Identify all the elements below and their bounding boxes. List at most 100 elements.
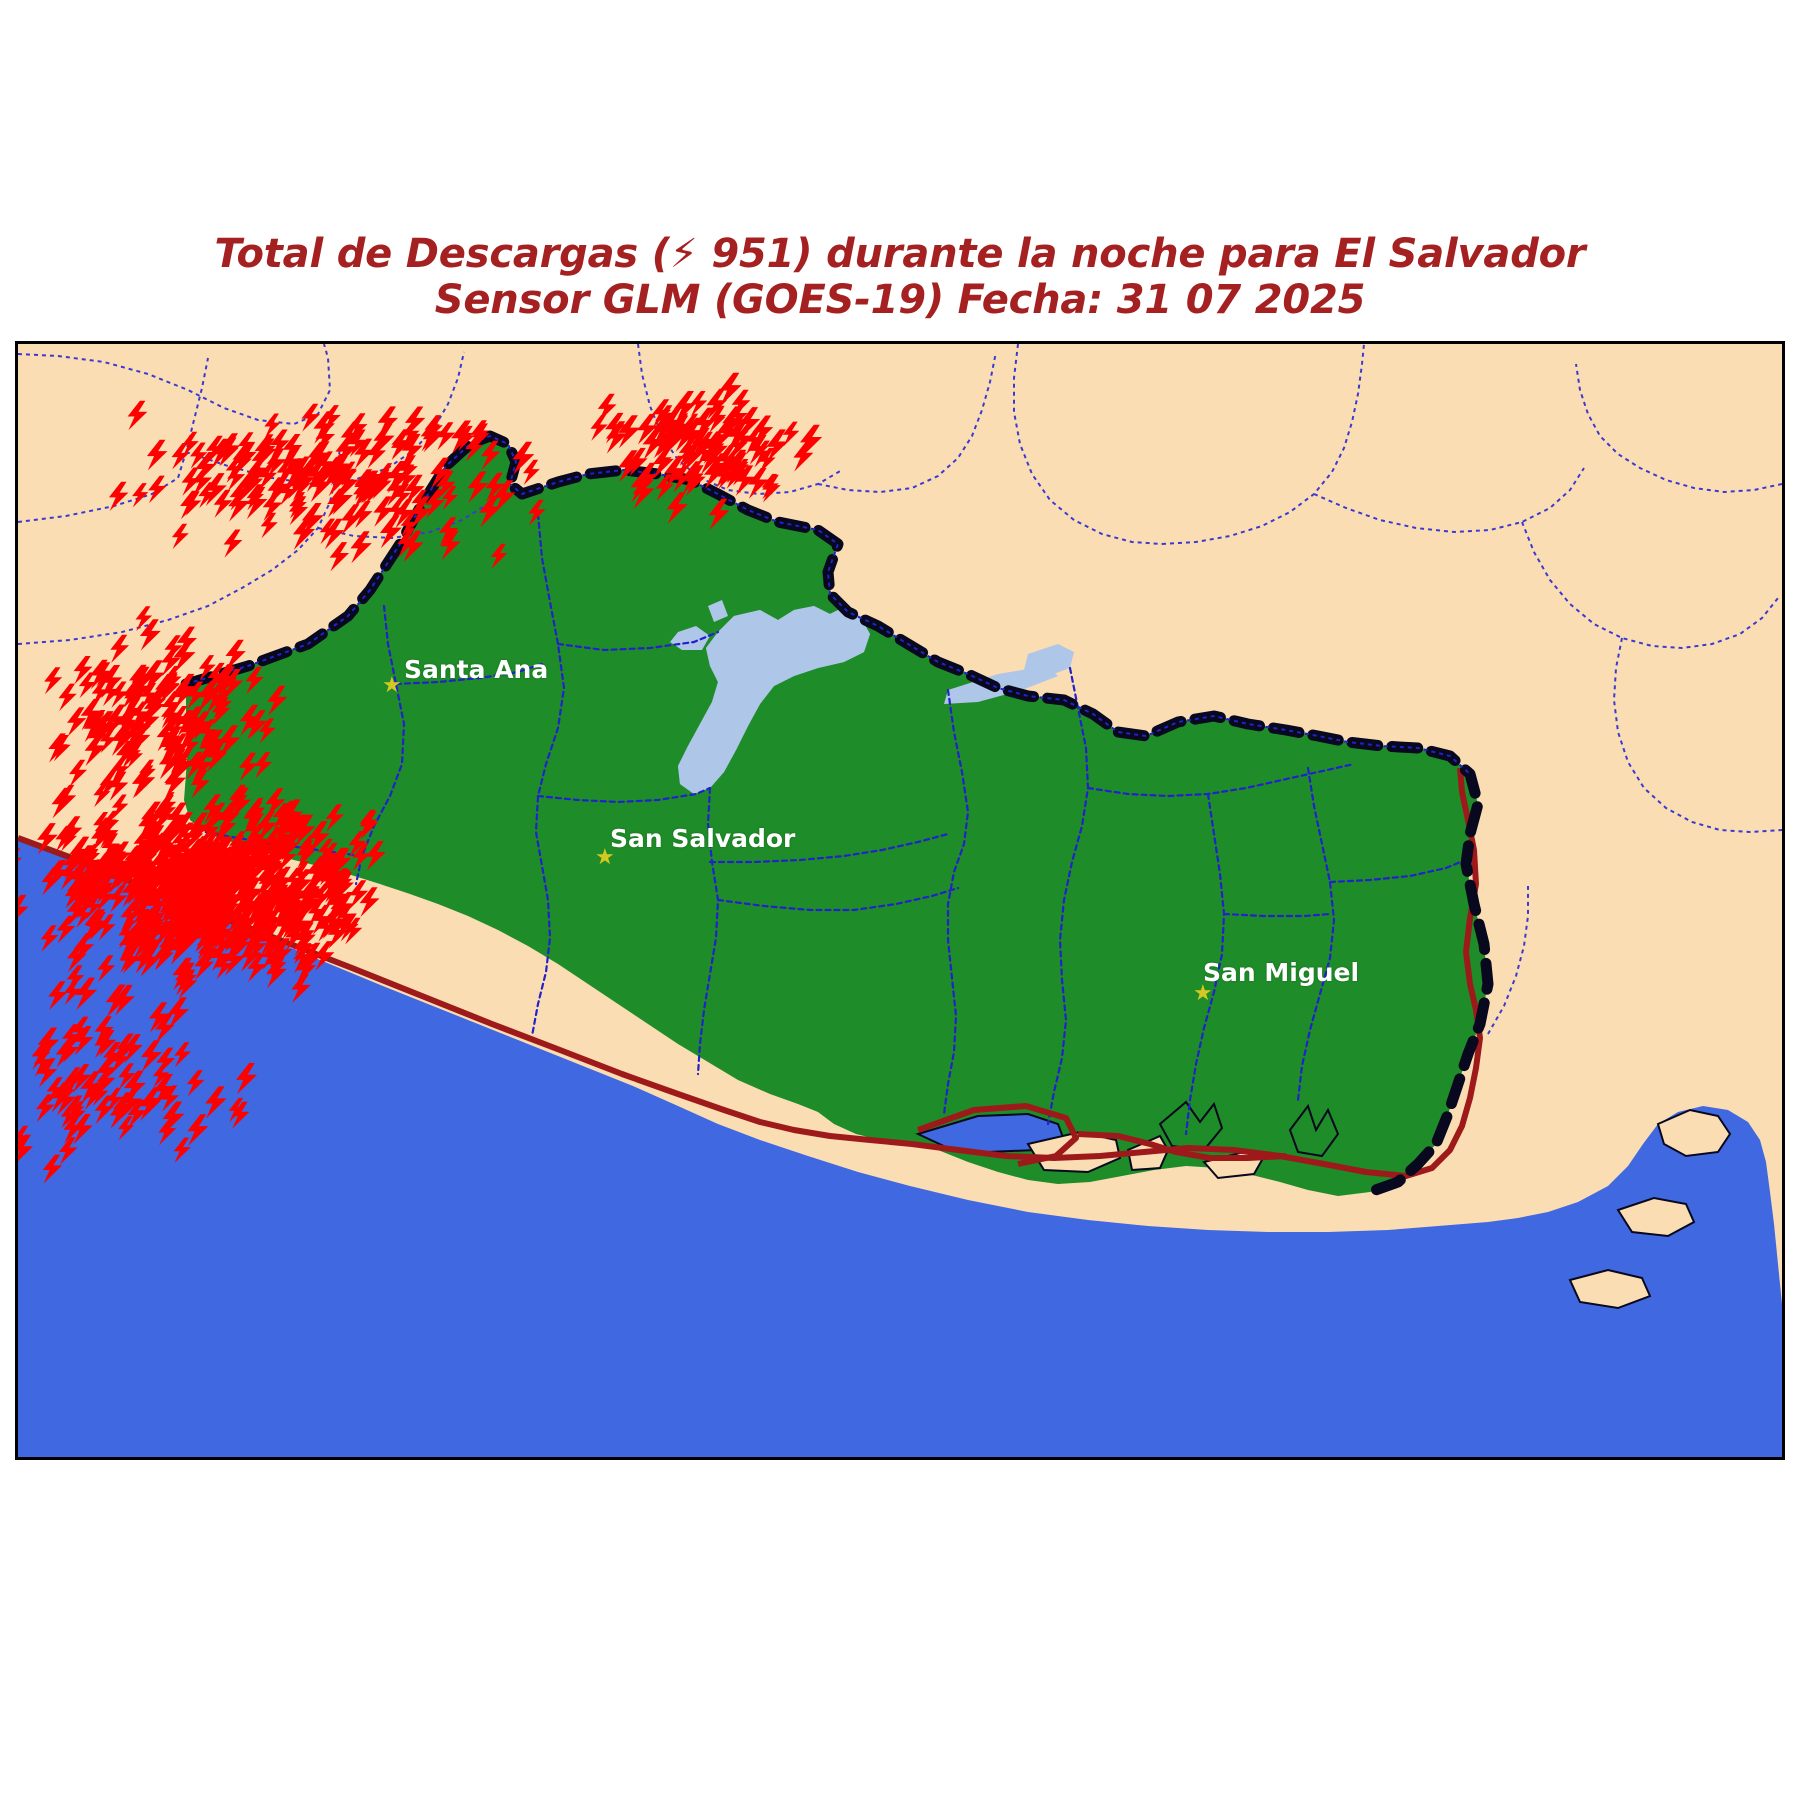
lightning-strike-marker — [223, 930, 246, 965]
lightning-strike-marker — [348, 831, 367, 858]
lightning-strike-marker — [309, 469, 332, 503]
lightning-strike-marker — [177, 822, 196, 851]
lightning-strike-marker — [266, 448, 287, 478]
title-line-1: Total de Descargas (⚡ 951) durante la no… — [214, 231, 1586, 277]
lightning-strike-marker — [64, 882, 82, 909]
lightning-strike-marker — [159, 792, 177, 818]
lightning-strike-marker — [666, 492, 688, 524]
lightning-strike-marker — [94, 1095, 114, 1125]
lightning-strike-marker — [211, 697, 231, 726]
lightning-strike-marker — [717, 455, 736, 483]
lightning-strike-marker — [121, 1086, 142, 1119]
lightning-strike-marker — [75, 977, 98, 1011]
lightning-strike-marker — [467, 471, 489, 503]
lightning-strike-marker — [214, 664, 236, 697]
lightning-strike-marker — [126, 744, 143, 769]
lightning-strike-marker — [203, 794, 223, 824]
lightning-strike-marker — [709, 453, 728, 480]
lightning-strike-marker — [282, 447, 302, 477]
title-line-2: Sensor GLM (GOES-19) Fecha: 31 07 2025 — [434, 276, 1366, 323]
lightning-strike-marker — [267, 477, 285, 503]
lightning-strike-marker — [93, 781, 111, 808]
lightning-strike-marker — [140, 1040, 162, 1072]
lightning-strike-marker — [122, 945, 141, 974]
lightning-strike-marker — [186, 681, 206, 710]
lightning-strike-marker — [120, 901, 140, 932]
lightning-strike-marker — [159, 917, 180, 948]
lightning-strike-marker — [94, 817, 112, 844]
lightning-strike-marker — [263, 826, 285, 858]
lightning-strike-marker — [642, 426, 665, 460]
lightning-strike-marker — [59, 1137, 78, 1165]
lightning-strike-marker — [178, 839, 195, 865]
lightning-strike-marker — [60, 1103, 78, 1129]
lightning-strike-marker — [364, 476, 384, 505]
lightning-strike-marker — [108, 481, 129, 512]
lightning-strike-marker — [259, 924, 281, 957]
lightning-strike-marker — [441, 485, 459, 511]
lightning-strike-marker — [161, 647, 181, 677]
lightning-strike-marker — [192, 466, 213, 497]
lightning-strike-marker — [241, 879, 263, 910]
lightning-strike-marker — [291, 974, 311, 1004]
lightning-strike-marker — [156, 1047, 176, 1076]
lightning-strike-marker — [167, 802, 189, 836]
lightning-strike-marker — [674, 391, 697, 425]
lightning-strike-marker — [481, 440, 501, 470]
lightning-strike-marker — [158, 1118, 177, 1146]
lightning-strike-marker — [348, 413, 368, 443]
lightning-strike-marker — [171, 443, 190, 470]
lightning-strike-marker — [386, 473, 409, 507]
lightning-strike-marker — [135, 606, 153, 632]
lightning-strike-marker — [148, 475, 167, 504]
lightning-strike-marker — [247, 894, 266, 923]
lightning-strike-marker — [528, 499, 546, 526]
lightning-strike-marker — [708, 498, 730, 530]
lightning-strike-marker — [201, 676, 223, 709]
lightning-strike-marker — [63, 1113, 84, 1144]
lightning-strike-marker — [660, 421, 683, 454]
lightning-strike-marker — [56, 1085, 77, 1116]
lightning-strike-marker — [211, 942, 231, 972]
lightning-strike-marker — [194, 908, 214, 938]
coastal-estuaries — [915, 1100, 1340, 1180]
lightning-strike-marker — [18, 848, 22, 862]
fonseca-foreign-shore — [1474, 1020, 1782, 1126]
lightning-strike-marker — [303, 883, 320, 908]
lightning-strike-marker — [698, 431, 715, 457]
lightning-strike-marker — [98, 1030, 117, 1057]
lightning-strike-marker — [359, 887, 380, 918]
lightning-strike-marker — [72, 1114, 93, 1145]
lightning-strike-marker — [159, 898, 177, 925]
lightning-strike-marker — [57, 784, 77, 813]
lightning-strike-marker — [215, 953, 234, 980]
lightning-strike-marker — [655, 405, 675, 434]
lightning-strike-marker — [229, 481, 249, 511]
lightning-strike-marker — [173, 1137, 191, 1164]
lightning-strike-marker — [204, 473, 227, 506]
lightning-strike-marker — [46, 1077, 65, 1105]
lightning-strike-marker — [240, 859, 261, 890]
lightning-strike-marker — [110, 681, 129, 708]
lightning-strike-marker — [618, 450, 640, 483]
lightning-strike-marker — [98, 914, 116, 941]
lightning-strike-marker — [74, 845, 96, 878]
lightning-strike-marker — [661, 407, 684, 441]
lightning-strike-marker — [108, 771, 129, 801]
lightning-strike-marker — [171, 523, 189, 550]
lightning-strike-marker — [404, 406, 426, 438]
lightning-strike-marker — [215, 868, 233, 895]
lightning-strike-marker — [422, 424, 442, 453]
lightning-strike-marker — [373, 423, 395, 456]
lightning-strike-marker — [91, 679, 109, 706]
lightning-strike-marker — [145, 868, 163, 895]
lightning-strike-marker — [210, 802, 228, 829]
lightning-strike-marker — [248, 710, 268, 739]
lightning-strike-marker — [137, 841, 155, 868]
lightning-strike-marker — [211, 438, 231, 468]
lightning-strike-marker — [197, 939, 216, 966]
el-salvador-country-fill — [184, 436, 1488, 1196]
lightning-strike-marker — [122, 682, 140, 708]
lightning-strike-marker — [213, 825, 233, 855]
lightning-strike-marker — [227, 847, 246, 875]
